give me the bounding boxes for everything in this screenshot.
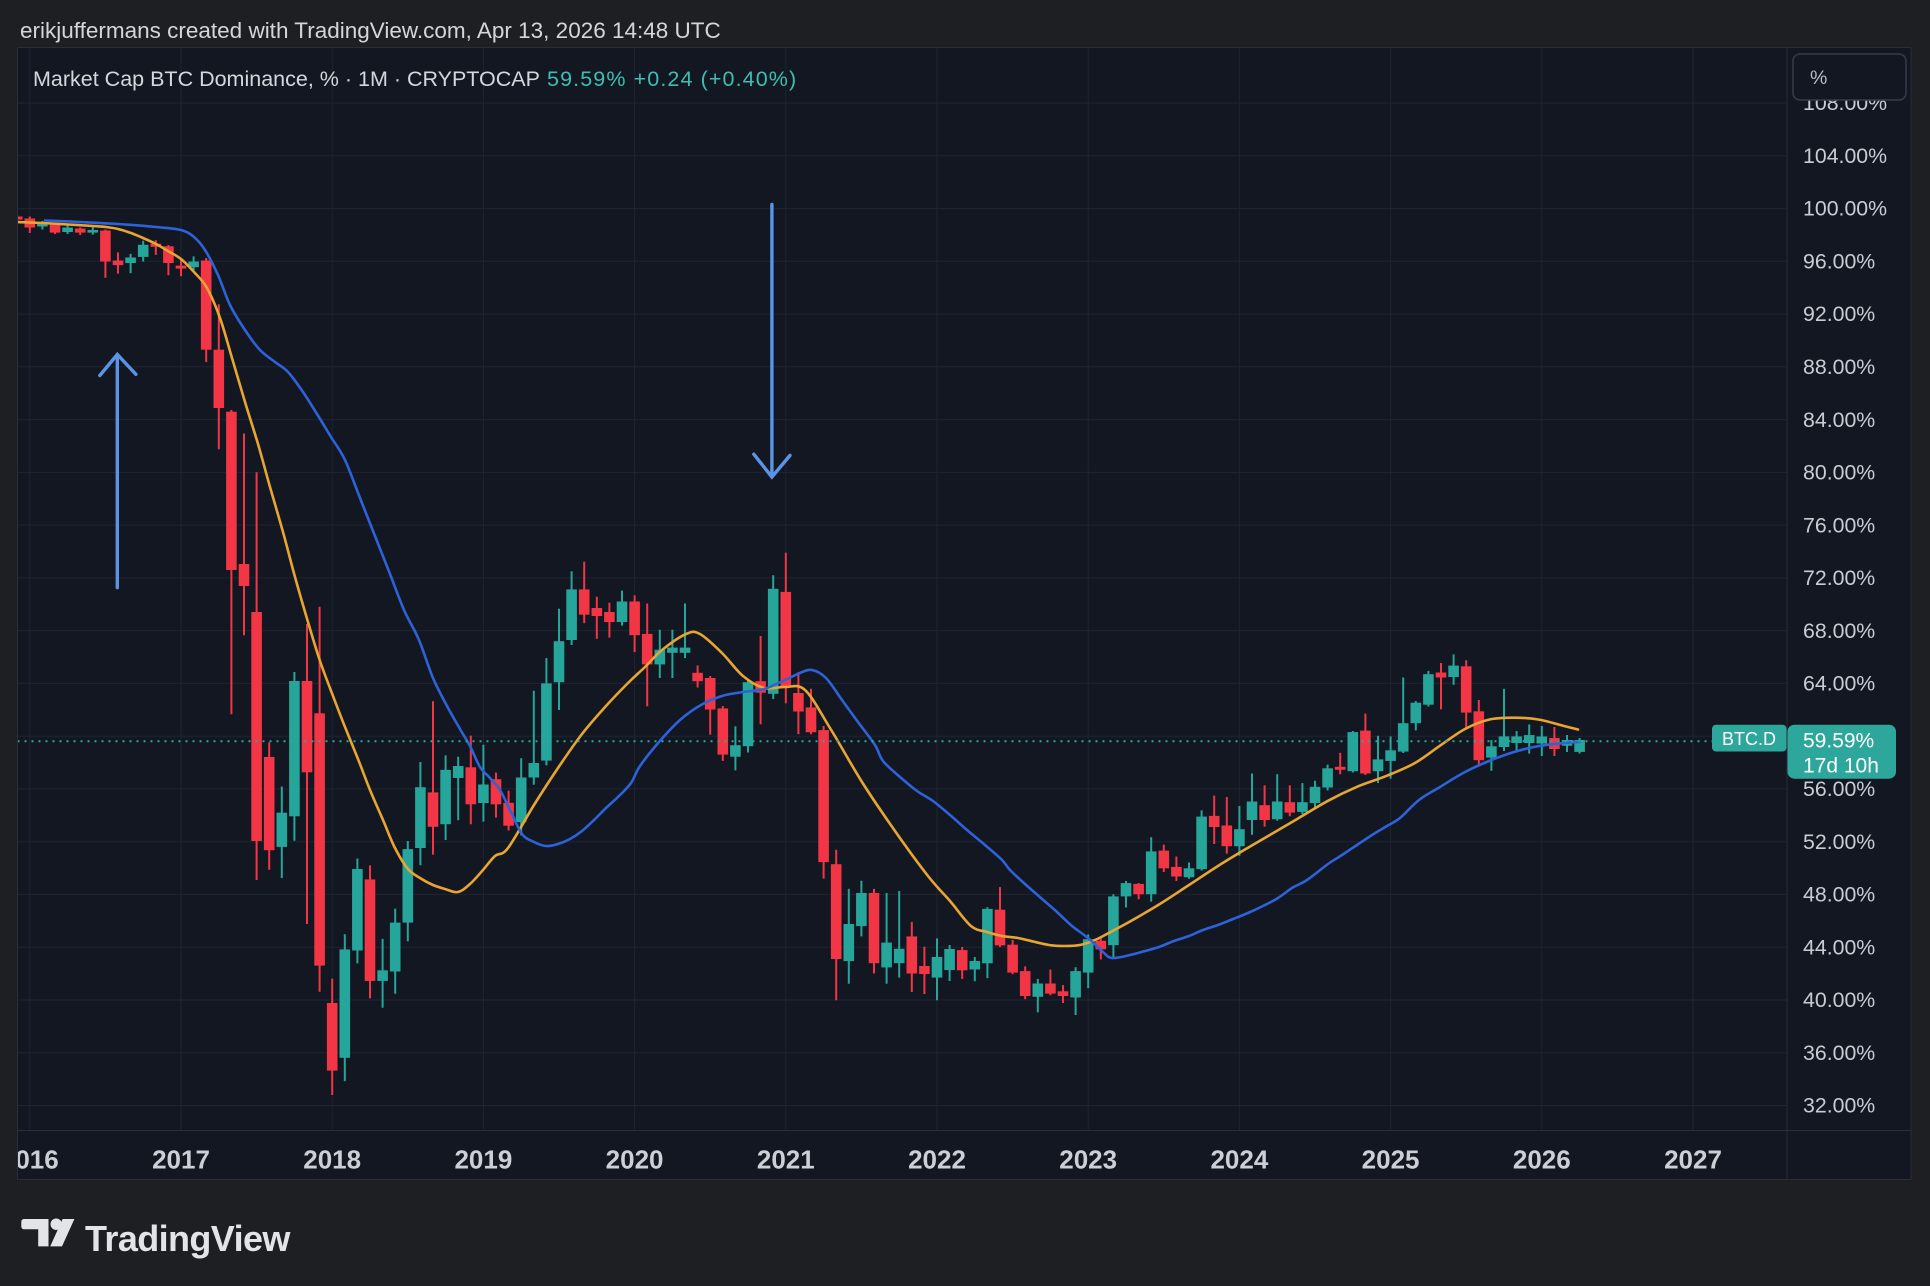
svg-text:2020: 2020 — [606, 1145, 664, 1175]
svg-text:80.00%: 80.00% — [1803, 461, 1875, 485]
svg-text:2025: 2025 — [1362, 1145, 1420, 1175]
svg-text:52.00%: 52.00% — [1803, 830, 1875, 854]
svg-text:96.00%: 96.00% — [1803, 250, 1875, 274]
svg-text:2021: 2021 — [757, 1145, 815, 1175]
svg-text:40.00%: 40.00% — [1803, 988, 1875, 1012]
svg-text:68.00%: 68.00% — [1803, 619, 1875, 643]
svg-text:2019: 2019 — [454, 1145, 512, 1175]
svg-text:56.00%: 56.00% — [1803, 777, 1875, 801]
svg-text:48.00%: 48.00% — [1803, 883, 1875, 907]
svg-text:76.00%: 76.00% — [1803, 513, 1875, 537]
svg-text:100.00%: 100.00% — [1803, 197, 1887, 221]
svg-text:2027: 2027 — [1664, 1145, 1722, 1175]
svg-text:104.00%: 104.00% — [1803, 144, 1887, 168]
svg-text:2018: 2018 — [303, 1145, 361, 1175]
svg-text:84.00%: 84.00% — [1803, 408, 1875, 432]
svg-text:88.00%: 88.00% — [1803, 355, 1875, 379]
svg-text:36.00%: 36.00% — [1803, 1041, 1875, 1065]
svg-text:TradingView: TradingView — [85, 1218, 291, 1259]
svg-text:Market Cap BTC Dominance, % ·: Market Cap BTC Dominance, % · 1M · CRYPT… — [33, 67, 797, 91]
svg-text:2022: 2022 — [908, 1145, 966, 1175]
svg-text:32.00%: 32.00% — [1803, 1094, 1875, 1118]
svg-text:erikjuffermans created with Tr: erikjuffermans created with TradingView.… — [20, 18, 721, 43]
svg-text:72.00%: 72.00% — [1803, 566, 1875, 590]
svg-text:2024: 2024 — [1210, 1145, 1268, 1175]
svg-text:59.59%: 59.59% — [1803, 730, 1874, 753]
svg-text:64.00%: 64.00% — [1803, 672, 1875, 696]
svg-text:2017: 2017 — [152, 1145, 210, 1175]
svg-text:17d 10h: 17d 10h — [1803, 754, 1879, 777]
svg-text:%: % — [1810, 67, 1827, 89]
svg-text:44.00%: 44.00% — [1803, 935, 1875, 959]
svg-text:2026: 2026 — [1513, 1145, 1571, 1175]
svg-text:2023: 2023 — [1059, 1145, 1117, 1175]
svg-text:92.00%: 92.00% — [1803, 302, 1875, 326]
svg-text:BTC.D: BTC.D — [1722, 729, 1776, 749]
